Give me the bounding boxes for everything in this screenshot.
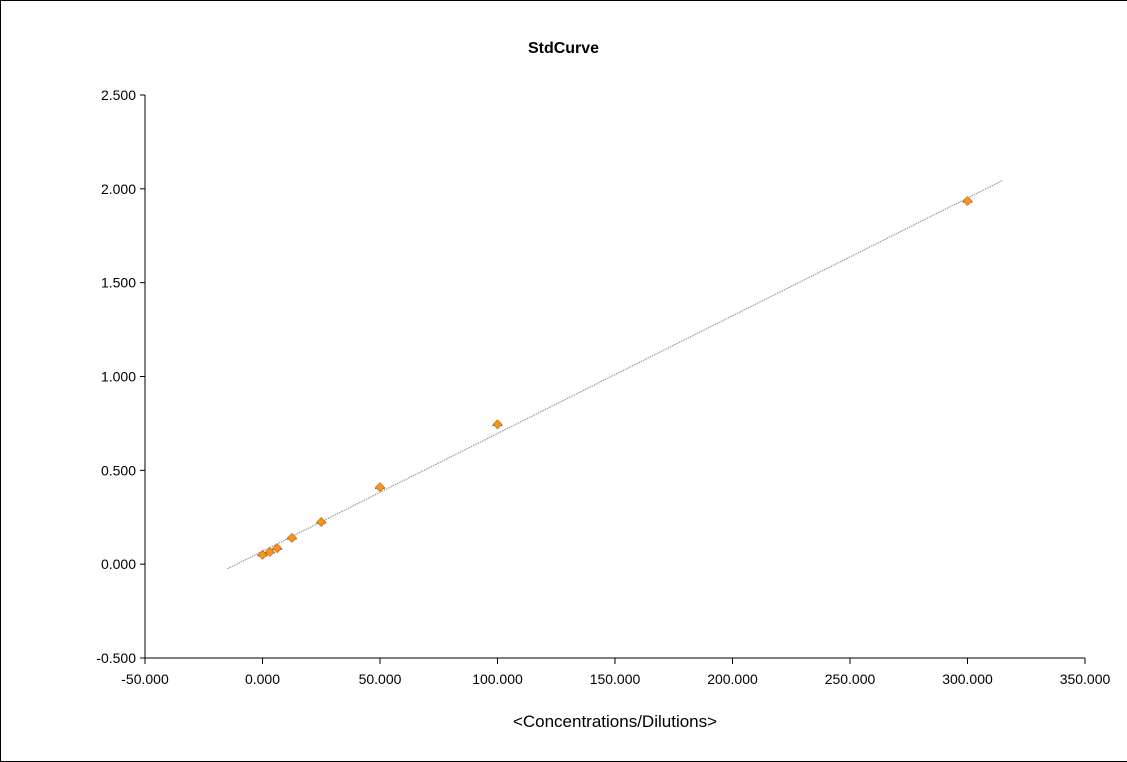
plot-area: -0.500 0.000 0.500 1.000 1.500 2.000 2.500 -50.… (96, 87, 1110, 687)
chart-title: StdCurve (527, 40, 600, 57)
data-point (492, 419, 503, 430)
y-tick-label: 1.000 (101, 369, 136, 385)
y-tick-label: -0.500 (96, 650, 136, 666)
y-tick-label: 2.000 (101, 181, 136, 197)
y-tick-label: 0.500 (101, 462, 136, 478)
data-point (962, 196, 973, 206)
x-tick-label: 50.000 (359, 671, 402, 687)
y-tick-label: 1.500 (101, 275, 136, 291)
y-tick-label: 0.000 (101, 556, 136, 572)
data-point (375, 482, 385, 493)
data-point (316, 517, 327, 527)
x-tick-label: 250.000 (825, 671, 876, 687)
y-tick-label: 2.500 (101, 87, 136, 103)
x-tick-label: 150.000 (590, 671, 641, 687)
x-tick-label: -50.000 (121, 671, 169, 687)
x-tick-label: 350.000 (1060, 671, 1111, 687)
data-point (286, 532, 297, 543)
data-point (264, 547, 275, 557)
x-tick-label: 200.000 (707, 671, 758, 687)
x-tick-label: 100.000 (472, 671, 523, 687)
x-axis-label: <Concentrations/Dilutions> (512, 712, 718, 731)
x-tick-label: 0.000 (245, 671, 280, 687)
data-point (272, 543, 283, 554)
trendline (226, 179, 1004, 570)
x-tick-label: 300.000 (942, 671, 993, 687)
